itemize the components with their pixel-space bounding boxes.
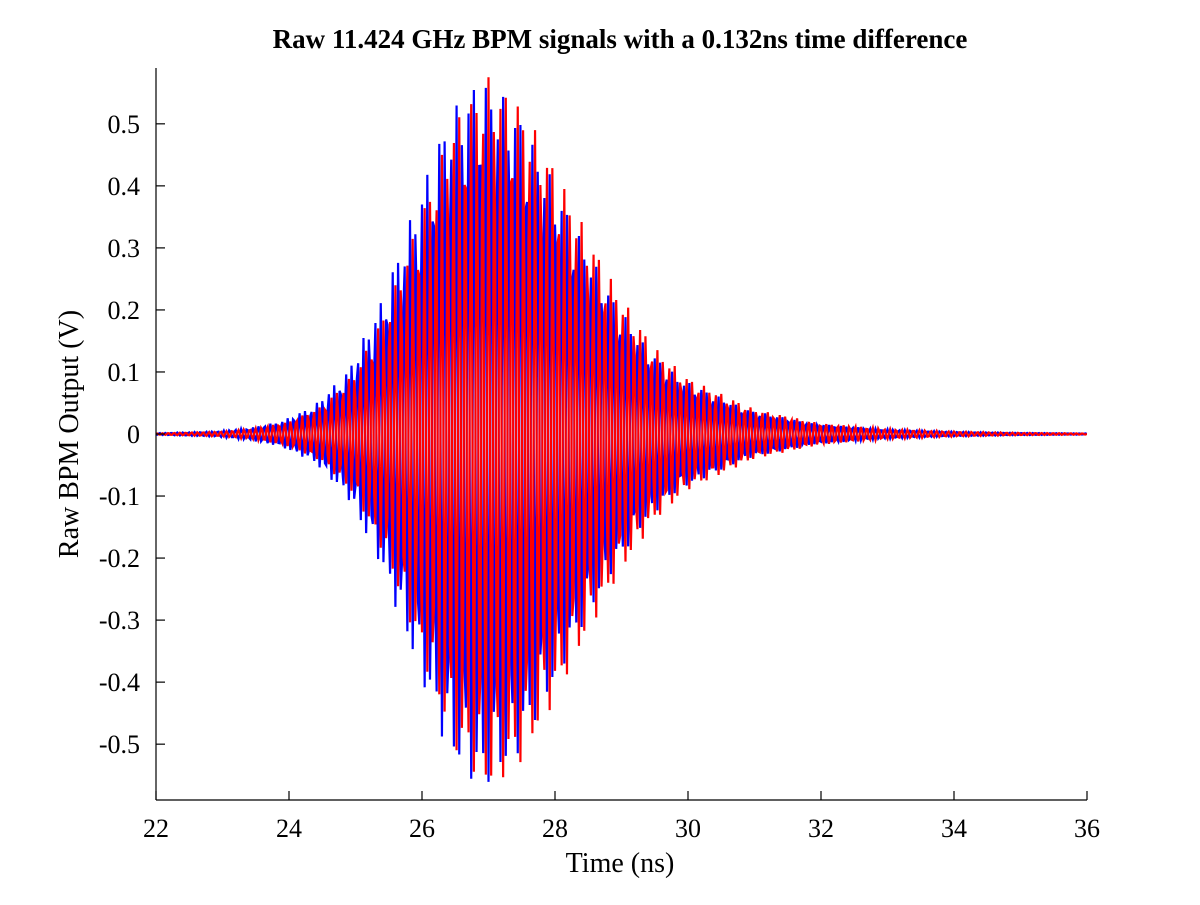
x-tick-label: 34 bbox=[941, 814, 967, 843]
y-tick-label: 0.3 bbox=[108, 234, 141, 263]
y-tick-label: -0.2 bbox=[99, 544, 140, 573]
axes: 22 24 26 28 30 32 34 36 0.5 0.4 0.3 0.2 0.1 0 -0.1 -0.2… bbox=[99, 68, 1100, 843]
y-tick-label: 0 bbox=[127, 420, 140, 449]
y-tick-label: 0.4 bbox=[108, 172, 141, 201]
x-tick-label: 26 bbox=[409, 814, 435, 843]
y-tick-label: 0.2 bbox=[108, 296, 141, 325]
plot-area bbox=[156, 77, 1087, 782]
y-tick-label: -0.1 bbox=[99, 482, 140, 511]
x-tick-label: 22 bbox=[143, 814, 169, 843]
chart-title: Raw 11.424 GHz BPM signals with a 0.132n… bbox=[273, 24, 968, 54]
x-tick-label: 30 bbox=[675, 814, 701, 843]
y-tick-label: -0.3 bbox=[99, 606, 140, 635]
x-axis-label: Time (ns) bbox=[566, 848, 675, 879]
y-tick-label: 0.1 bbox=[108, 358, 141, 387]
y-tick-label: 0.5 bbox=[108, 110, 141, 139]
x-tick-label: 36 bbox=[1074, 814, 1100, 843]
x-tick-label: 32 bbox=[808, 814, 834, 843]
y-axis-label: Raw BPM Output (V) bbox=[54, 310, 85, 558]
y-tick-label: -0.4 bbox=[99, 668, 140, 697]
x-tick-label: 28 bbox=[542, 814, 568, 843]
y-tick-label: -0.5 bbox=[99, 730, 140, 759]
x-tick-label: 24 bbox=[276, 814, 302, 843]
series-line-red bbox=[156, 77, 1087, 778]
